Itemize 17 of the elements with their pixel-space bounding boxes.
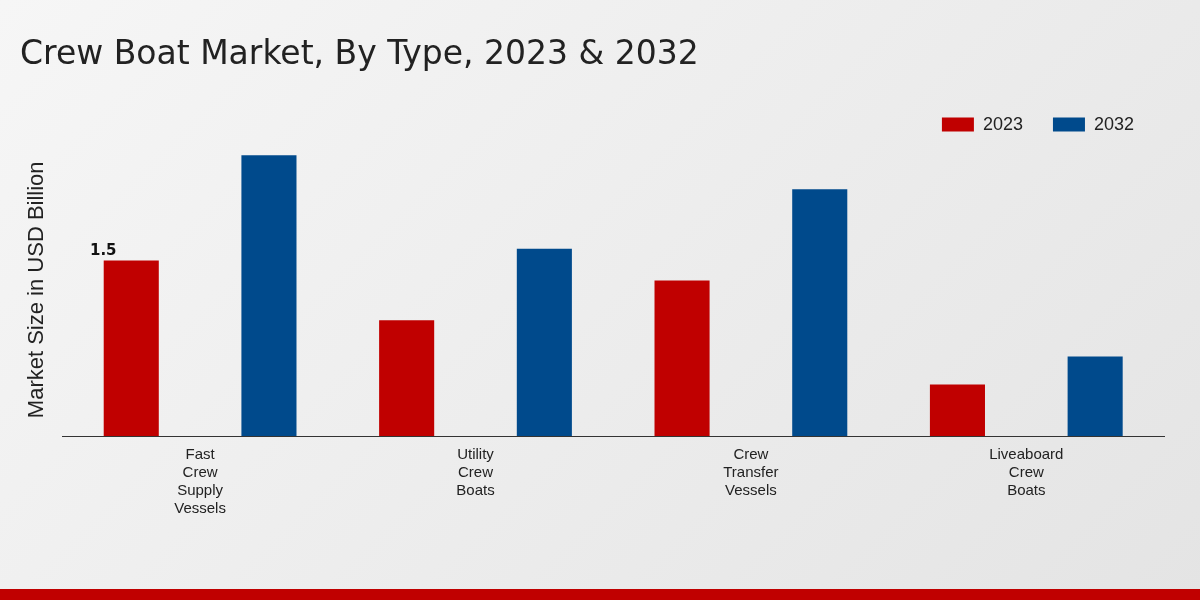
x-tick-label: Liveaboard Crew Boats bbox=[989, 445, 1064, 499]
bar bbox=[792, 189, 848, 436]
bar bbox=[929, 384, 985, 436]
x-tick-label: Crew Transfer Vessels bbox=[723, 445, 779, 499]
x-tick-label: Fast Crew Supply Vessels bbox=[174, 445, 226, 517]
bar bbox=[654, 280, 710, 436]
bar bbox=[516, 248, 572, 436]
legend-label: 2023 bbox=[982, 113, 1023, 134]
bar bbox=[103, 260, 159, 436]
y-axis-title: Market Size in USD Billion bbox=[23, 161, 49, 419]
data-label: 1.5 bbox=[89, 240, 117, 259]
bar bbox=[1067, 356, 1123, 436]
x-tick-label: Utility Crew Boats bbox=[456, 445, 495, 499]
chart-title: Crew Boat Market, By Type, 2023 & 2032 bbox=[20, 33, 699, 73]
bar bbox=[379, 320, 435, 436]
bar bbox=[241, 155, 297, 436]
legend-label: 2032 bbox=[1093, 113, 1134, 134]
